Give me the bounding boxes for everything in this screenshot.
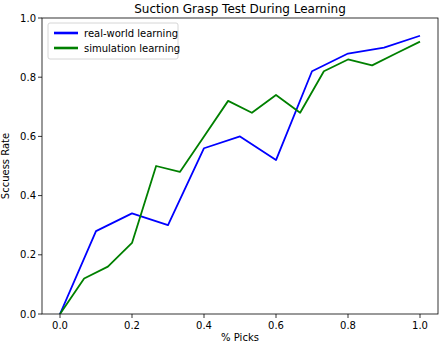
legend-label: real-world learning (84, 28, 178, 39)
axes-frame (42, 18, 438, 314)
line (60, 42, 420, 314)
legend-swatch (54, 32, 78, 35)
x-tick (60, 314, 61, 318)
y-tick-label: 0.6 (20, 131, 36, 142)
y-axis-label: Sccuess Rate (0, 133, 11, 199)
y-tick-label: 0.4 (20, 190, 36, 201)
x-tick-label: 0.8 (340, 320, 356, 331)
legend-label: simulation learning (84, 43, 180, 54)
title: Suction Grasp Test During Learning (134, 2, 346, 16)
x-tick (204, 314, 205, 318)
x-tick-label: 0.6 (268, 320, 284, 331)
x-tick (420, 314, 421, 318)
x-tick-label: 0.0 (52, 320, 68, 331)
legend-swatch (54, 47, 78, 50)
y-tick (38, 195, 42, 196)
y-tick (38, 77, 42, 78)
y-tick (38, 254, 42, 255)
x-tick-label: 1.0 (412, 320, 428, 331)
y-tick (38, 314, 42, 315)
y-tick-label: 0.0 (20, 309, 36, 320)
x-axis-label: % Picks (221, 332, 259, 343)
y-tick (38, 18, 42, 19)
x-tick (276, 314, 277, 318)
line (60, 36, 420, 314)
y-tick (38, 136, 42, 137)
legend-box (48, 23, 178, 59)
x-tick-label: 0.4 (196, 320, 212, 331)
x-tick (348, 314, 349, 318)
y-tick-label: 1.0 (20, 13, 36, 24)
plot-area (60, 36, 420, 314)
chart: Suction Grasp Test During Learning 0.0 0.2… (0, 0, 440, 346)
y-tick-label: 0.2 (20, 249, 36, 260)
x-tick (132, 314, 133, 318)
x-tick-label: 0.2 (124, 320, 140, 331)
legend: real-world learning simulation learning (48, 23, 180, 59)
y-tick-label: 0.8 (20, 72, 36, 83)
